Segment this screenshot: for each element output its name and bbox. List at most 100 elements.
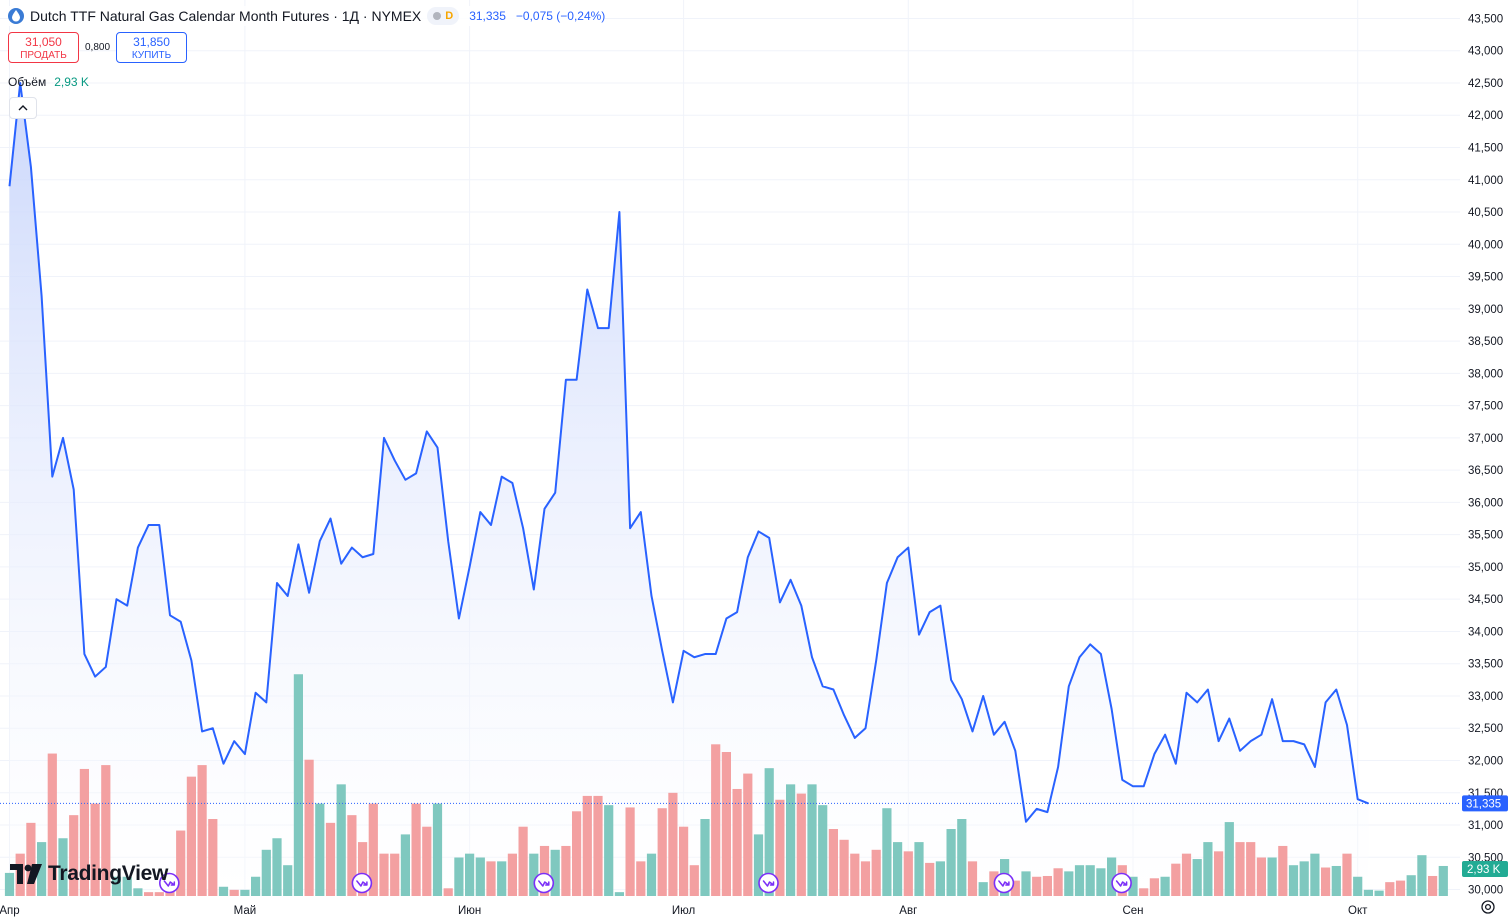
price-axis[interactable]: 30,00030,50031,00031,50032,00032,50033,0… xyxy=(1460,0,1512,922)
volume-bar xyxy=(957,819,967,896)
volume-bar xyxy=(90,803,100,896)
volume-bar xyxy=(743,773,753,896)
volume-bar xyxy=(1085,865,1095,896)
volume-bar xyxy=(1267,857,1277,896)
volume-bar xyxy=(529,853,539,896)
price-tick-label: 36,000 xyxy=(1468,497,1503,509)
volume-legend[interactable]: Объём 2,93 K xyxy=(8,75,89,89)
volume-bar xyxy=(293,674,303,896)
price-tick-label: 31,000 xyxy=(1468,820,1503,832)
event-marker-icon[interactable] xyxy=(351,872,373,894)
volume-bar xyxy=(882,808,892,896)
volume-bar xyxy=(764,768,774,896)
price-tick-label: 39,000 xyxy=(1468,304,1503,316)
price-tick-label: 34,500 xyxy=(1468,594,1503,606)
volume-bar xyxy=(154,892,164,896)
collapse-legend-button[interactable] xyxy=(9,97,37,119)
volume-bar xyxy=(1310,853,1320,896)
time-tick-label: Июл xyxy=(672,905,695,917)
volume-bar xyxy=(315,803,325,896)
price-line xyxy=(0,81,1460,823)
market-status-badge[interactable]: D xyxy=(427,7,460,25)
volume-bar xyxy=(37,842,47,896)
volume-bar xyxy=(539,845,550,896)
volume-bar xyxy=(807,784,817,896)
volume-bar xyxy=(186,776,196,896)
volume-bar xyxy=(946,829,956,896)
event-marker-arrow xyxy=(538,880,550,887)
volume-bar xyxy=(218,886,229,896)
price-tick-label: 36,500 xyxy=(1468,465,1503,477)
volume-bar xyxy=(775,799,785,896)
sell-price: 31,050 xyxy=(25,35,62,49)
volume-bar xyxy=(604,805,614,896)
volume-bar xyxy=(721,752,731,896)
price-tick-label: 37,500 xyxy=(1468,401,1503,413)
volume-bar xyxy=(582,795,592,896)
event-marker-icon[interactable] xyxy=(533,872,555,894)
volume-bar xyxy=(176,830,186,896)
settings-gear-icon[interactable] xyxy=(1479,898,1497,916)
volume-bar xyxy=(122,876,132,896)
volume-bar xyxy=(679,826,689,896)
volume-bar xyxy=(1363,889,1373,896)
volume-bar xyxy=(893,842,903,896)
time-tick-label: Май xyxy=(234,905,257,917)
event-marker-arrow xyxy=(1115,880,1128,887)
volume-bar xyxy=(272,838,282,896)
volume-bar xyxy=(1417,855,1427,896)
volume-bar xyxy=(786,784,796,896)
price-tick-label: 42,000 xyxy=(1468,110,1503,122)
price-tick-label: 40,000 xyxy=(1468,239,1503,251)
last-price-label: 31,335 xyxy=(1466,798,1501,810)
volume-bar xyxy=(304,759,314,896)
volume-bar xyxy=(657,808,667,896)
event-marker-icon[interactable] xyxy=(758,872,779,894)
volume-bar xyxy=(925,862,935,896)
volume-bar xyxy=(26,822,36,896)
volume-bar xyxy=(646,853,657,896)
volume-bar xyxy=(486,861,496,896)
time-axis[interactable]: Апр Май Июн Июл Авг Сен Окт xyxy=(0,898,1460,922)
price-tick-label: 39,500 xyxy=(1468,272,1503,284)
volume-bar xyxy=(229,889,239,896)
price-change: −0,075 (−0,24%) xyxy=(515,9,606,23)
tradingview-logo[interactable]: TradingView xyxy=(10,862,168,886)
volume-bar xyxy=(358,842,368,896)
volume-bar xyxy=(572,811,582,896)
volume-bar xyxy=(700,819,710,896)
volume-bar xyxy=(251,876,261,896)
sell-button[interactable]: 31,050 ПРОДАТЬ xyxy=(8,32,79,63)
price-tick-label: 41,500 xyxy=(1468,143,1503,155)
volume-bar xyxy=(261,849,271,896)
volume-bar xyxy=(1374,890,1384,896)
volume-bar xyxy=(69,815,79,896)
buy-button[interactable]: 31,850 КУПИТЬ xyxy=(116,32,188,63)
price-tick-label: 34,000 xyxy=(1468,626,1503,638)
volume-bar xyxy=(1064,871,1074,896)
price-tick-label: 33,500 xyxy=(1468,659,1503,671)
water-drop-icon xyxy=(8,8,24,24)
volume-bar xyxy=(796,793,806,896)
last-volume-label: 2,93 K xyxy=(1467,864,1501,876)
price-tick-label: 32,500 xyxy=(1468,723,1503,735)
event-marker-icon[interactable] xyxy=(159,872,180,894)
symbol-title[interactable]: Dutch TTF Natural Gas Calendar Month Fut… xyxy=(30,8,422,24)
volume-bar xyxy=(390,853,400,896)
event-marker-icon[interactable] xyxy=(1111,872,1132,894)
volume-bar xyxy=(1288,865,1299,896)
event-marker-icon[interactable] xyxy=(993,872,1015,894)
event-marker-arrow xyxy=(998,880,1010,887)
volume-bar xyxy=(860,861,871,896)
volume-bar xyxy=(1128,876,1138,896)
price-area xyxy=(9,82,1369,897)
chart-header: Dutch TTF Natural Gas Calendar Month Fut… xyxy=(8,6,606,26)
volume-bar xyxy=(1331,865,1341,896)
volume-bar xyxy=(561,845,571,896)
volume-bar xyxy=(465,853,475,896)
volume-bar xyxy=(1171,863,1181,896)
volume-bar xyxy=(1406,875,1416,896)
event-marker-arrow xyxy=(356,880,368,887)
volume-bar xyxy=(668,792,678,896)
